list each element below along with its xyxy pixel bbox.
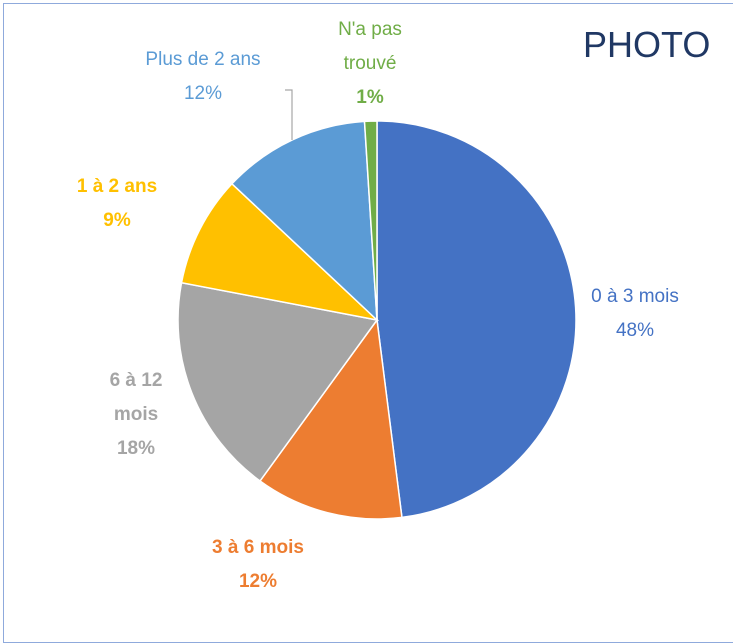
page: PHOTO (() => { const data = JSON.parse(d… xyxy=(3,3,733,643)
slice-label: 6 à 12 mois 18% xyxy=(91,364,181,466)
pie-slice xyxy=(180,182,380,322)
category-label: Plus de 2 ans xyxy=(145,49,261,70)
value-label: 18% xyxy=(116,438,156,459)
chart xyxy=(177,89,577,520)
category-label: N'a pas trouvé xyxy=(338,19,402,74)
slice-label: 3 à 6 mois 12% xyxy=(178,531,338,599)
slice-label: N'a pas trouvé 1% xyxy=(320,13,420,115)
pie-slice xyxy=(177,281,379,483)
value-label: 12% xyxy=(238,571,278,592)
pie-slice xyxy=(363,120,378,321)
leader-line xyxy=(285,89,293,140)
pie-slice xyxy=(230,120,378,322)
category-label: 3 à 6 mois xyxy=(212,537,304,558)
value-label: 9% xyxy=(103,210,131,231)
slice-label: Plus de 2 ans 12% xyxy=(118,43,288,111)
category-label: 6 à 12 mois xyxy=(109,370,163,425)
pie-slice xyxy=(258,318,403,520)
value-label: 12% xyxy=(183,83,223,104)
category-label: 0 à 3 mois xyxy=(591,286,679,307)
chart-title: PHOTO xyxy=(583,24,711,65)
value-label: 1% xyxy=(356,87,384,108)
slice-label: 1 à 2 ans 9% xyxy=(37,170,197,238)
value-label: 48% xyxy=(615,320,655,341)
slice-label: 0 à 3 mois 48% xyxy=(555,280,715,348)
pie-slice xyxy=(376,120,577,519)
category-label: 1 à 2 ans xyxy=(76,176,158,197)
